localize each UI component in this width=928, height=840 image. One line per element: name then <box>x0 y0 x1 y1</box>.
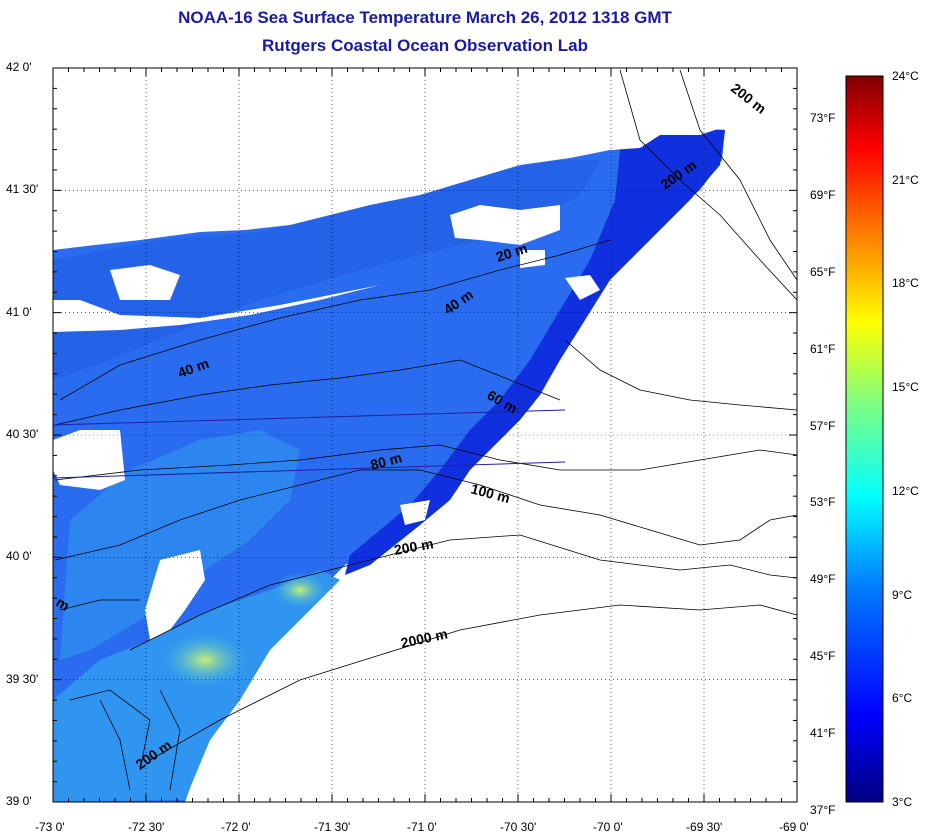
lon-tick-label: -73 0' <box>35 820 65 834</box>
lat-tick-label: 39 30' <box>6 671 39 686</box>
isobath-label: 80 m <box>369 449 404 473</box>
map-subtitle: Rutgers Coastal Ocean Observation Lab <box>262 36 588 55</box>
celsius-label: 21°C <box>892 172 919 187</box>
map-title: NOAA-16 Sea Surface Temperature March 26… <box>178 8 672 27</box>
sst-field <box>53 68 797 802</box>
celsius-label: 24°C <box>892 69 919 83</box>
lon-tick-label: -70 0' <box>593 820 623 834</box>
fahrenheit-label: 57°F <box>810 418 836 433</box>
fahrenheit-label: 69°F <box>810 188 836 203</box>
lon-tick-label: -71 30' <box>314 820 351 834</box>
lon-tick-label: -69 0' <box>779 820 809 834</box>
lat-tick-label: 42 0' <box>6 60 32 74</box>
lon-tick-label: -71 0' <box>407 820 437 834</box>
isobath-label: 200 m <box>393 535 435 558</box>
fahrenheit-label: 73°F <box>810 111 836 126</box>
frame-ticks <box>52 67 798 803</box>
lon-tick-label: -70 30' <box>500 820 537 834</box>
fahrenheit-label: 41°F <box>810 725 836 740</box>
fahrenheit-label: 49°F <box>810 572 836 587</box>
celsius-label: 15°C <box>892 380 919 395</box>
isobath-label: 2000 m <box>399 625 449 651</box>
lat-tick-label: 39 0' <box>6 794 32 808</box>
lon-tick-label: -69 30' <box>686 820 723 834</box>
celsius-label: 3°C <box>892 795 913 809</box>
lat-lon-grid <box>53 68 797 802</box>
lon-tick-label: -72 30' <box>128 820 165 834</box>
colorbar <box>845 75 884 803</box>
lon-tick-label: -72 0' <box>221 820 251 834</box>
fahrenheit-label: 37°F <box>810 802 836 817</box>
celsius-label: 12°C <box>892 483 919 498</box>
celsius-label: 9°C <box>892 587 913 602</box>
fahrenheit-label: 53°F <box>810 495 836 510</box>
fahrenheit-label: 65°F <box>810 264 836 279</box>
isobath-contours <box>53 69 797 791</box>
lat-tick-label: 41 0' <box>6 304 32 319</box>
lat-tick-label: 41 30' <box>6 182 39 197</box>
isobath-label: 100 m <box>469 480 511 506</box>
lat-tick-label: 40 0' <box>6 549 32 564</box>
fahrenheit-label: 61°F <box>810 341 836 356</box>
fahrenheit-label: 45°F <box>810 649 836 664</box>
celsius-label: 6°C <box>892 691 913 706</box>
celsius-label: 18°C <box>892 276 919 291</box>
lat-tick-label: 40 30' <box>6 427 39 441</box>
